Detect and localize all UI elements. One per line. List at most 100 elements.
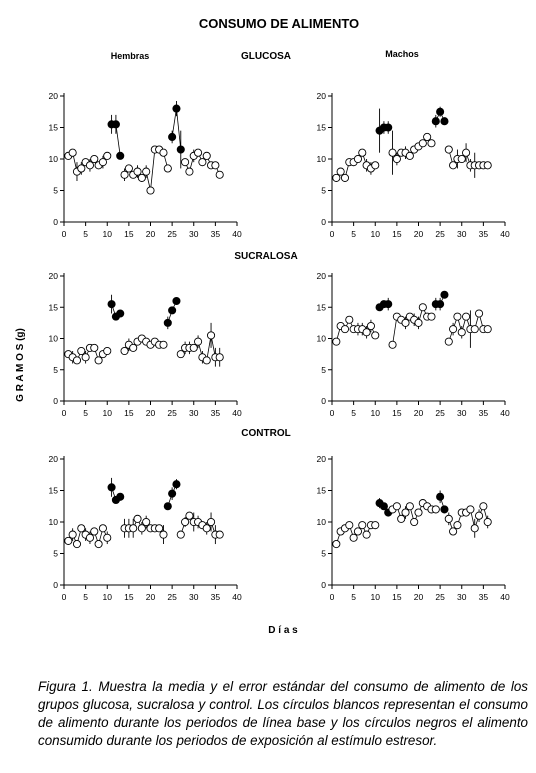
data-point-baseline <box>133 167 142 176</box>
data-point-baseline <box>90 527 99 536</box>
data-point-baseline <box>466 505 475 514</box>
data-point-stress <box>168 306 177 315</box>
data-point-baseline <box>81 353 90 362</box>
data-point-baseline <box>449 325 458 334</box>
data-point-stress <box>384 123 393 132</box>
data-point-baseline <box>353 527 363 536</box>
x-tick-label: 25 <box>435 408 445 418</box>
data-point-stress <box>172 296 181 306</box>
x-tick-label: 25 <box>167 408 177 418</box>
y-tick-label: 5 <box>53 186 58 196</box>
series-line-segment <box>150 149 156 191</box>
x-tick-label: 10 <box>371 229 381 239</box>
data-point-baseline <box>444 145 453 154</box>
y-tick-label: 20 <box>49 271 59 281</box>
data-point-baseline <box>449 527 458 536</box>
x-tick-label: 30 <box>189 592 199 602</box>
x-tick-label: 5 <box>83 229 88 239</box>
data-point-baseline <box>371 521 380 530</box>
y-tick-label: 10 <box>49 154 59 164</box>
data-point-baseline <box>206 331 216 340</box>
data-point-baseline <box>353 154 363 164</box>
panel-glucosa-machos: 0 5 10 15 20 0 5 10 15 20 25 30 35 40 <box>317 91 510 239</box>
data-point-baseline <box>77 524 86 533</box>
data-point-baseline <box>401 318 410 327</box>
data-point-baseline <box>194 148 203 157</box>
data-point-baseline <box>470 325 479 334</box>
y-tick-label: 20 <box>49 454 59 464</box>
data-point-stress <box>107 300 116 309</box>
data-point-baseline <box>336 167 345 176</box>
y-tick-label: 10 <box>317 334 327 344</box>
data-point-baseline <box>215 353 224 362</box>
x-tick-label: 10 <box>371 408 381 418</box>
x-tick-label: 40 <box>232 592 242 602</box>
y-tick-label: 15 <box>49 302 59 312</box>
data-point-baseline <box>405 151 414 160</box>
caption-text: Figura 1. Muestra la media y el error es… <box>38 679 528 748</box>
x-axis-label: D í a s <box>268 625 298 636</box>
y-tick-label: 0 <box>321 580 326 590</box>
x-tick-label: 20 <box>414 229 424 239</box>
x-tick-label: 5 <box>351 408 356 418</box>
data-point-baseline <box>159 340 168 349</box>
data-point-stress <box>116 492 125 501</box>
x-tick-label: 15 <box>392 408 402 418</box>
x-tick-label: 0 <box>62 408 67 418</box>
data-point-baseline <box>176 530 185 539</box>
data-point-baseline <box>137 173 146 182</box>
data-point-baseline <box>129 343 138 352</box>
data-point-baseline <box>129 524 138 533</box>
data-point-baseline <box>103 346 112 356</box>
y-tick-label: 10 <box>317 154 327 164</box>
data-point-baseline <box>453 521 462 530</box>
data-point-stress <box>111 120 120 129</box>
data-point-baseline <box>474 309 484 318</box>
x-tick-label: 35 <box>479 592 489 602</box>
data-point-baseline <box>176 350 185 359</box>
data-point-baseline <box>137 524 146 533</box>
data-point-baseline <box>345 521 354 530</box>
figure-title: CONSUMO DE ALIMENTO <box>199 16 359 31</box>
data-point-baseline <box>211 161 220 170</box>
data-point-baseline <box>457 328 466 337</box>
data-point-baseline <box>85 533 94 542</box>
y-tick-label: 5 <box>321 186 326 196</box>
x-tick-label: 5 <box>351 229 356 239</box>
x-tick-label: 25 <box>435 592 445 602</box>
x-tick-label: 10 <box>103 408 113 418</box>
x-tick-label: 30 <box>457 592 467 602</box>
data-point-baseline <box>215 170 224 179</box>
data-point-baseline <box>155 524 164 533</box>
data-point-stress <box>172 104 181 113</box>
y-tick-label: 5 <box>53 365 58 375</box>
series-line-segment <box>171 108 177 138</box>
y-tick-label: 15 <box>49 123 59 133</box>
data-point-baseline <box>388 148 397 157</box>
x-tick-label: 0 <box>62 229 67 239</box>
data-point-baseline <box>474 511 484 520</box>
data-point-baseline <box>401 508 410 517</box>
data-point-baseline <box>90 343 99 352</box>
data-point-baseline <box>462 312 471 321</box>
x-tick-label: 20 <box>414 408 424 418</box>
data-point-baseline <box>462 148 471 157</box>
col-label-hembras: Hembras <box>111 51 150 61</box>
data-point-baseline <box>94 540 103 549</box>
data-point-baseline <box>85 161 94 170</box>
data-point-baseline <box>120 170 129 179</box>
data-point-baseline <box>444 337 453 346</box>
x-tick-label: 30 <box>189 229 199 239</box>
group-title-glucosa: GLUCOSA <box>241 51 291 62</box>
data-point-baseline <box>120 346 129 356</box>
panel-control-hembras: CONTROL 0 5 10 15 20 0 5 10 15 20 25 30 35 40 <box>49 428 291 602</box>
x-tick-label: 5 <box>83 592 88 602</box>
data-point-baseline <box>332 540 341 549</box>
data-point-stress <box>379 502 388 511</box>
data-point-stress <box>168 489 177 498</box>
data-point-stress <box>163 318 172 327</box>
data-point-stress <box>431 117 440 126</box>
y-tick-label: 15 <box>49 486 59 496</box>
data-point-baseline <box>358 521 367 530</box>
figure-caption: Figura 1. Muestra la media y el error es… <box>38 678 528 750</box>
